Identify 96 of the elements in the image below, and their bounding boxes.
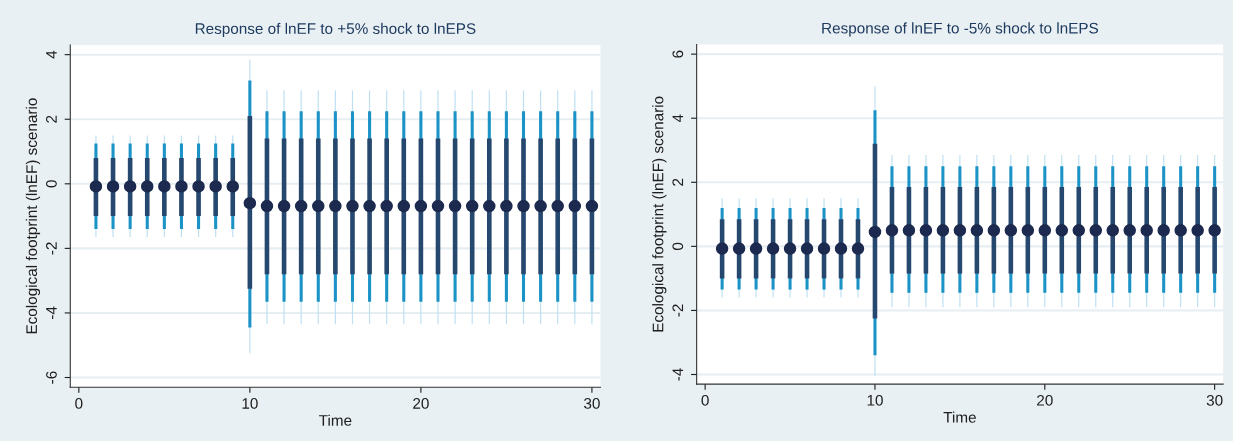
chart-title: Response of lnEF to -5% shock to lnEPS <box>822 22 1099 37</box>
bar <box>486 138 492 275</box>
point <box>363 199 376 213</box>
x-tick-label: 30 <box>584 398 600 409</box>
x-axis-title: Time <box>943 411 976 423</box>
point <box>1157 224 1170 237</box>
point <box>1191 224 1204 237</box>
point <box>260 199 274 213</box>
y-axis-title: Ecological footprint (lnEF) scenario <box>25 98 41 334</box>
point <box>158 180 171 193</box>
point <box>817 242 831 255</box>
point <box>243 196 257 210</box>
point <box>987 224 1001 237</box>
point <box>568 199 582 213</box>
x-tick-label: 20 <box>413 398 429 409</box>
point <box>1004 224 1018 237</box>
point <box>329 199 342 213</box>
point <box>953 224 967 237</box>
point <box>783 242 797 255</box>
y-tick-label: -2 <box>672 304 684 317</box>
point <box>89 180 103 193</box>
point <box>483 199 496 213</box>
x-tick-label: 0 <box>75 398 83 409</box>
point <box>1140 224 1153 237</box>
bar <box>504 138 509 275</box>
x-axis-title: Time <box>319 414 352 426</box>
point <box>919 224 933 237</box>
x-tick-label: 10 <box>867 394 883 406</box>
point <box>1021 224 1035 237</box>
point <box>1174 224 1187 237</box>
point <box>1208 224 1221 237</box>
y-tick-label: -4 <box>672 368 684 381</box>
y-tick-label: 6 <box>672 50 684 58</box>
point <box>500 199 513 213</box>
point <box>414 199 428 213</box>
point <box>534 199 547 213</box>
y-tick-label: 0 <box>672 242 684 251</box>
point <box>732 242 746 255</box>
point <box>175 180 188 193</box>
point <box>1072 224 1086 237</box>
point <box>585 199 599 213</box>
point <box>123 180 137 193</box>
point <box>140 180 154 193</box>
point <box>346 199 359 213</box>
y-tick-label: 2 <box>46 115 57 123</box>
point <box>800 242 814 255</box>
point <box>277 199 291 213</box>
point <box>868 225 882 239</box>
x-tick-label: 0 <box>701 394 709 406</box>
point <box>192 180 205 193</box>
y-tick-label: 4 <box>672 114 684 123</box>
bar <box>538 138 543 275</box>
point <box>226 180 240 193</box>
bar <box>315 138 321 275</box>
point <box>517 199 530 213</box>
point <box>885 224 899 237</box>
point <box>851 242 865 255</box>
bar <box>367 138 372 275</box>
point <box>380 199 393 213</box>
point <box>551 199 564 213</box>
point <box>397 199 411 213</box>
point <box>1123 224 1136 237</box>
bar <box>401 138 407 275</box>
point <box>766 242 780 255</box>
bar <box>350 138 355 275</box>
point <box>834 242 848 255</box>
point <box>106 180 120 193</box>
x-tick-label: 30 <box>1206 394 1223 406</box>
point <box>902 224 916 237</box>
bar <box>521 138 526 275</box>
bar <box>555 138 561 275</box>
chart-title: Response of lnEF to +5% shock to lnEPS <box>195 22 476 38</box>
point <box>715 242 729 255</box>
point <box>294 199 308 213</box>
point <box>465 199 479 213</box>
point <box>209 180 222 193</box>
bar <box>469 138 475 275</box>
point <box>431 199 445 213</box>
point <box>936 224 950 237</box>
point <box>448 199 462 213</box>
point <box>1089 224 1103 237</box>
x-tick-label: 10 <box>242 398 258 409</box>
point <box>1055 224 1069 237</box>
y-tick-label: -4 <box>46 306 57 320</box>
point <box>970 224 984 237</box>
y-tick-label: -6 <box>46 371 57 384</box>
point <box>1106 224 1119 237</box>
y-axis-title: Ecological footprint (lnEF) scenario <box>652 96 667 332</box>
y-tick-label: 2 <box>672 178 684 186</box>
y-tick-label: 4 <box>46 50 57 59</box>
point <box>749 242 763 255</box>
y-tick-label: 0 <box>46 180 57 188</box>
y-tick-label: -2 <box>46 242 57 255</box>
point <box>312 199 325 213</box>
x-tick-label: 20 <box>1037 394 1053 406</box>
point <box>1038 224 1052 237</box>
